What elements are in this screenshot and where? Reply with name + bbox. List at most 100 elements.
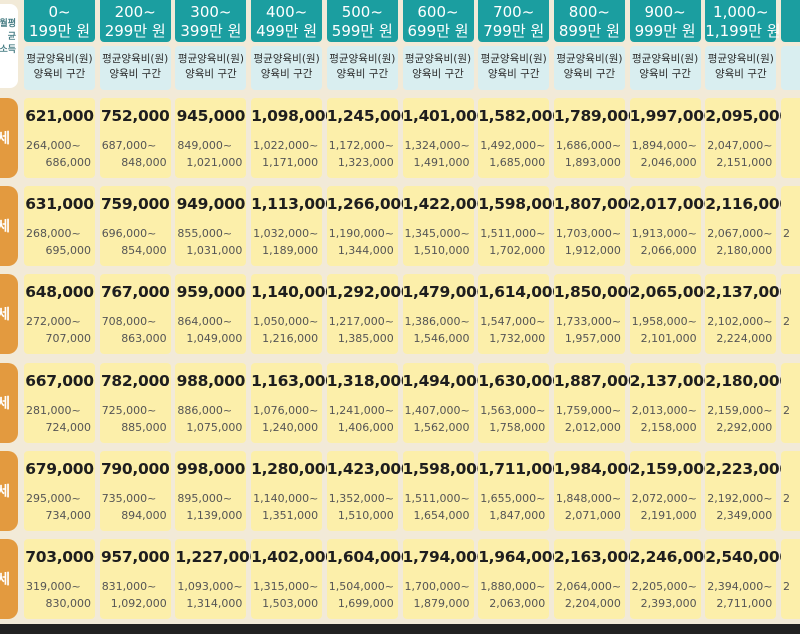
table-cell: 1,098,000 1,022,000~ 1,171,000 [251, 98, 336, 178]
average-cost: 2,137,000 [705, 283, 790, 302]
range-low: 855,000~ [177, 227, 233, 241]
band-label: 양육비 구간 [639, 68, 691, 80]
income-range-top: 600~ [417, 3, 459, 21]
average-cost: 1,098,000 [251, 107, 336, 125]
average-cost: 1,794,000 [402, 548, 488, 566]
average-cost: 1,227,000 [175, 548, 260, 566]
table-cell: 2,32 [781, 274, 800, 355]
income-range: 1,000~ 1,199만 원 [705, 0, 781, 42]
average-cost: 631,000 [25, 195, 94, 214]
range-high: 885,000 [121, 420, 167, 434]
range-low: 1,352,000~ [328, 491, 394, 505]
range-low: 2,064,000~ [555, 580, 622, 593]
table-cell: 2,116,000 2,067,000~ 2,180,000 [705, 186, 790, 267]
table-cell: 1,850,000 1,733,000~ 1,957,000 [553, 274, 639, 355]
range-low: 1,032,000~ [253, 227, 319, 241]
avg-label: 평균양육비(원) [556, 53, 623, 65]
range-high: 1,879,000 [413, 597, 470, 610]
range-low: 2,394,000~ [707, 580, 773, 593]
average-cost: 1,614,000 [478, 283, 563, 302]
table-cell: 2,223,000 2,192,000~ 2,349,000 [705, 450, 790, 531]
table-cell: 631,000 268,000~ 695,000 [24, 186, 95, 267]
average-cost: 648,000 [25, 283, 94, 302]
income-range-bottom: 399만 원 [180, 22, 242, 40]
band-label: 양육비 구간 [33, 68, 86, 80]
range-high: 894,000 [121, 508, 167, 522]
range-high: 863,000 [121, 332, 167, 346]
corner-header [0, 4, 18, 88]
range-low: 1,217,000~ [328, 315, 394, 329]
table-cell: 2,017,000 1,913,000~ 2,066,000 [629, 186, 715, 267]
average-cost: 2,137,000 [629, 371, 715, 390]
range-high: 1,758,000 [489, 420, 546, 434]
avg-label: 평균양육비(원) [480, 53, 547, 65]
range-low: 708,000~ [101, 315, 157, 329]
table-cell: 2,42 [781, 450, 800, 531]
range-low: 1,140,000~ [253, 491, 319, 505]
table-cell: 945,000 849,000~ 1,021,000 [175, 98, 247, 178]
table-cell: 2,82 [781, 539, 800, 619]
average-cost: 1,140,000 [251, 283, 336, 302]
age-row-label: 세 [0, 572, 10, 588]
range-low: 1,686,000~ [555, 139, 622, 152]
average-cost: 1,113,000 [251, 195, 336, 214]
range-low: 1,386,000~ [404, 315, 470, 329]
income-range: 900~ 999만 원 [629, 0, 701, 42]
average-cost: 2,017,000 [629, 195, 715, 214]
range-low: 2,013,000~ [631, 403, 697, 417]
range-low: 2,102,000~ [707, 315, 773, 329]
age-row-tab: 세 [0, 539, 18, 619]
range-low: 1,172,000~ [328, 139, 394, 152]
age-row-tab: 세 [0, 274, 18, 355]
range-low: 1,324,000~ [404, 139, 470, 152]
range-low: 2,159,000~ [707, 403, 773, 417]
range-low: 1,190,000~ [328, 227, 394, 241]
range-high: 1,344,000 [337, 244, 394, 258]
income-range-bottom: 1,199만 원 [705, 22, 781, 40]
table-cell: 1,402,000 1,315,000~ 1,503,000 [251, 539, 336, 619]
average-cost: 949,000 [176, 195, 246, 214]
range-high: 686,000 [45, 156, 92, 169]
age-row-label: 세 [0, 395, 10, 412]
average-cost: 1,604,000 [326, 548, 412, 566]
table-cell: 1,140,000 1,050,000~ 1,216,000 [251, 274, 336, 355]
average-cost: 2,065,000 [629, 283, 715, 302]
range-low: 725,000~ [101, 403, 157, 417]
range-low: 1,504,000~ [328, 580, 394, 593]
age-row-tab: 세 [0, 98, 18, 178]
income-range: 600~ 699만 원 [402, 0, 474, 42]
average-cost: 1,964,000 [478, 548, 563, 566]
average-cost: 703,000 [25, 548, 94, 566]
range-high: 1,139,000 [186, 508, 243, 522]
table-cell: 1,280,000 1,140,000~ 1,351,000 [251, 450, 336, 531]
range-high: 2,180,000 [716, 244, 773, 258]
average-cost: 1,280,000 [251, 459, 336, 478]
range-high: 1,075,000 [186, 420, 243, 434]
average-cost: 2,180,000 [705, 371, 790, 390]
average-cost: 959,000 [176, 283, 246, 302]
column-header: 300~ 399만 원 평균양육비(원) 양육비 구간 [175, 0, 247, 90]
column-subheader: 평균양육비(원) 양육비 구간 [402, 46, 474, 90]
range-low: 1,563,000~ [480, 403, 546, 417]
average-cost: 1,479,000 [402, 283, 488, 302]
range-low: 1,315,000~ [253, 580, 319, 593]
column-header: 700~ 799만 원 평균양육비(원) 양육비 구간 [478, 0, 550, 90]
average-cost: 2,095,000 [705, 107, 790, 125]
average-cost: 1,807,000 [553, 195, 639, 214]
range-low: 1,093,000~ [177, 580, 243, 593]
average-cost: 1,266,000 [326, 195, 412, 214]
average-cost: 1,494,000 [402, 371, 488, 390]
range-low: 1,958,000~ [631, 315, 697, 329]
table-cell: 679,000 295,000~ 734,000 [24, 450, 95, 531]
range-high: 1,049,000 [186, 332, 243, 346]
column-subheader: 평균양육비(원) 양육비 구간 [553, 46, 625, 90]
income-range: 0~ 199만 원 [24, 0, 95, 42]
average-cost: 752,000 [100, 107, 170, 125]
column-subheader: 평균양육비(원) 양육비 구간 [629, 46, 701, 90]
range-low: 281,000~ [26, 403, 81, 417]
band-label: 양육비 구간 [109, 68, 161, 80]
average-cost: 945,000 [176, 107, 246, 125]
income-range-top: 300~ [190, 3, 232, 21]
range-high: 2,224,000 [716, 332, 773, 346]
range-low: 2,067,000~ [707, 227, 773, 241]
